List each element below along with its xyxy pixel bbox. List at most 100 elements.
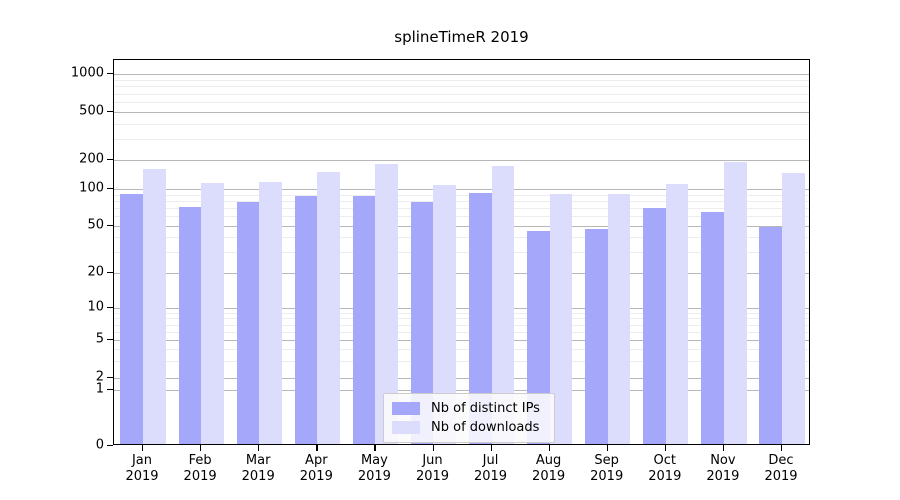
gridline-minor [114,86,809,88]
x-tick-mark [781,445,783,451]
y-tick-mark [107,188,113,190]
y-tick-label: 50 [87,217,104,233]
gridline-minor [114,138,809,140]
x-tick-label: Dec 2019 [764,453,798,484]
y-tick-mark [107,445,113,447]
bar-downloads [317,171,340,444]
bar-distinct-ips [410,201,434,444]
bar-distinct-ips [643,208,666,444]
gridline-major [114,226,809,227]
y-tick-label: 20 [87,264,104,280]
x-tick-mark [432,445,434,451]
bar-distinct-ips [178,206,202,444]
gridline-minor [114,349,809,351]
legend-item-ips: Nb of distinct IPs [392,399,546,418]
bar-group [352,60,399,444]
gridline-minor [114,361,809,363]
y-tick-label: 2 [95,369,104,385]
x-tick-mark [548,445,550,451]
bar-group [585,60,631,444]
bar-distinct-ips [352,196,376,444]
bar-group [178,60,224,444]
y-tick-label: 100 [79,180,104,196]
bar-group [701,60,747,444]
legend-item-downloads: Nb of downloads [392,418,546,437]
gridline-major [114,160,809,161]
bar-distinct-ips [236,202,260,444]
bar-downloads [607,194,631,444]
bar-downloads [491,166,515,444]
x-tick-mark [374,445,376,451]
y-tick-mark [107,111,113,113]
gridline-major [114,112,809,113]
bar-downloads [723,162,747,444]
gridline-minor [114,93,809,95]
bar-downloads [433,185,457,444]
bar-distinct-ips [468,193,492,444]
y-tick-label: 1 [95,381,104,397]
x-tick-label: May 2019 [357,453,391,484]
bar-downloads [375,163,399,444]
bar-group [120,60,166,444]
x-tick-label: Apr 2019 [299,453,333,484]
y-tick-mark [107,377,113,379]
x-tick-mark [722,445,725,451]
gridline-major [114,189,809,190]
y-tick-mark [107,389,113,391]
plot-area [113,59,810,445]
legend-label-downloads: Nb of downloads [431,420,540,435]
bar-distinct-ips [759,227,782,444]
gridline-major [114,74,809,75]
y-tick-mark [107,339,113,341]
bar-group [236,60,282,444]
gridline-minor [114,331,809,333]
bar-distinct-ips [527,230,550,444]
gridline-minor [114,79,809,81]
x-tick-label: Feb 2019 [183,453,217,484]
x-tick-mark [490,445,492,451]
bar-downloads [781,172,805,444]
bar-downloads [665,183,689,444]
gridline-minor [114,216,809,218]
bar-distinct-ips [120,194,144,444]
bar-group [527,60,573,444]
y-tick-label: 200 [79,151,104,167]
x-tick-mark [200,445,202,451]
y-tick-label: 5 [95,331,104,347]
y-tick-label: 500 [79,103,104,119]
legend-swatch-downloads [392,421,420,434]
x-tick-label: Jul 2019 [473,453,508,484]
gridline-major [114,273,809,274]
x-tick-label: Aug 2019 [532,453,566,484]
bar-downloads [549,193,573,444]
y-tick-mark [107,73,113,75]
legend-label-ips: Nb of distinct IPs [431,401,540,416]
gridline-major [114,378,809,379]
y-tick-mark [107,307,113,309]
y-tick-label: 0 [95,437,104,453]
bar-distinct-ips [294,196,318,444]
y-tick-mark [107,159,113,161]
gridline-major [114,308,809,309]
gridline-major [114,340,809,341]
x-tick-label: Mar 2019 [241,453,275,484]
x-tick-mark [316,445,318,451]
x-tick-mark [606,445,608,451]
gridline-major [114,390,809,391]
bar-distinct-ips [701,211,724,444]
gridline-minor [114,324,809,326]
gridline-minor [114,252,809,254]
chart-legend: Nb of distinct IPs Nb of downloads [383,393,555,443]
gridline-minor [114,237,809,239]
legend-swatch-ips [392,402,420,415]
gridline-minor [114,208,809,209]
gridline-minor [114,194,809,196]
x-tick-label: Nov 2019 [706,453,740,484]
y-tick-label: 1000 [70,65,104,81]
bar-group [643,60,689,444]
x-tick-mark [664,445,667,451]
gridline-minor [114,102,809,103]
bar-downloads [259,181,282,444]
x-tick-label: Jun 2019 [415,453,450,484]
